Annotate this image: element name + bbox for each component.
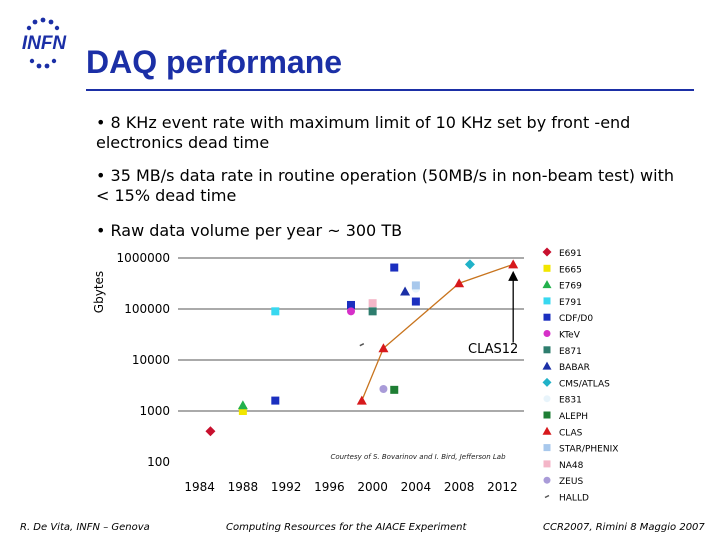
- data-point-zeus: [379, 385, 388, 394]
- data-point-babar: [400, 286, 411, 296]
- legend-entry: NA48: [559, 461, 584, 471]
- data-point-aleph: [390, 385, 399, 394]
- footer-author: R. De Vita, INFN – Genova: [20, 522, 150, 533]
- legend-entry: E791: [559, 298, 582, 308]
- legend-entry: STAR/PHENIX: [559, 445, 618, 455]
- legend-marker: [543, 460, 551, 468]
- legend-entry: ALEPH: [559, 412, 588, 422]
- data-point-e791: [271, 307, 280, 316]
- y-axis-label: Gbytes: [92, 271, 106, 313]
- data-point-ktev: [347, 307, 355, 316]
- x-tick-label: 2008: [444, 480, 475, 494]
- x-tick-label: 1984: [184, 480, 215, 494]
- data-point-clas: [454, 278, 465, 288]
- y-tick-label: 1000: [139, 404, 170, 418]
- data-point-clas: [508, 259, 519, 269]
- infn-logo-text: INFN: [22, 33, 68, 54]
- y-tick-label: 1000000: [117, 251, 170, 265]
- page-title: DAQ performane: [86, 44, 343, 80]
- data-point-e691: [205, 426, 216, 437]
- legend-entry: E871: [559, 347, 582, 357]
- data-point-cdf-d0: [390, 263, 399, 272]
- legend-entry: CDF/D0: [559, 314, 593, 324]
- legend-marker: [542, 361, 552, 370]
- legend-marker: [543, 330, 551, 337]
- data-point-e871: [368, 307, 377, 316]
- legend-marker: [542, 426, 552, 435]
- data-point-halld: [359, 342, 365, 347]
- data-point-clas: [356, 395, 367, 405]
- title-divider: [86, 89, 694, 91]
- legend-entry: BABAR: [559, 363, 590, 373]
- legend-marker: [543, 395, 551, 403]
- legend-entry: HALLD: [559, 494, 589, 504]
- legend-marker: [543, 476, 551, 484]
- clas-trend-line: [361, 263, 514, 401]
- legend-entry: E665: [559, 265, 582, 275]
- x-tick-label: 2012: [487, 480, 518, 494]
- y-tick-label: 100000: [124, 302, 170, 316]
- footer-conference: CCR2007, Rimini 8 Maggio 2007: [543, 522, 705, 533]
- chart-credit: Courtesy of S. Bovarinov and I. Bird, Je…: [330, 453, 506, 461]
- data-point-cdf-d0: [271, 396, 280, 405]
- legend-entry: ZEUS: [559, 477, 583, 487]
- legend-marker: [543, 264, 551, 272]
- data-point-e769: [237, 400, 248, 410]
- legend-entry: E769: [559, 282, 582, 292]
- legend-entry: E831: [559, 396, 582, 406]
- legend-marker: [543, 411, 551, 419]
- infn-logo: INFN: [22, 17, 68, 69]
- data-point-clas: [378, 343, 389, 353]
- legend-marker: [542, 247, 552, 257]
- data-point-na48: [368, 299, 377, 308]
- legend-entry: CLAS: [559, 428, 583, 438]
- legend-marker: [543, 346, 551, 354]
- bullet-event-rate: • 8 KHz event rate with maximum limit of…: [96, 113, 631, 152]
- footer-presentation: Computing Resources for the AIACE Experi…: [226, 522, 467, 533]
- data-point-cms-atlas: [464, 259, 475, 270]
- x-tick-label: 1988: [228, 480, 259, 494]
- legend-marker: [543, 313, 551, 321]
- data-point-e665: [238, 407, 247, 415]
- y-tick-label: 10000: [132, 353, 170, 367]
- legend-marker: [542, 377, 552, 387]
- clas12-annotation: CLAS12: [468, 342, 518, 357]
- bullet-data-rate: • 35 MB/s data rate in routine operation…: [96, 166, 674, 205]
- data-point-cdf-d0: [347, 300, 355, 309]
- x-tick-label: 2004: [401, 480, 432, 494]
- x-tick-label: 1996: [314, 480, 345, 494]
- legend-entry: CMS/ATLAS: [559, 379, 610, 389]
- data-point-cdf-d0: [411, 297, 420, 306]
- legend-marker: [542, 280, 552, 289]
- legend-entry: KTeV: [559, 331, 581, 341]
- x-tick-label: 1992: [271, 480, 302, 494]
- y-tick-label: 100: [147, 455, 170, 469]
- bullet-raw-volume: • Raw data volume per year ~ 300 TB: [96, 221, 403, 240]
- legend-marker: [543, 444, 551, 452]
- legend-marker: [544, 494, 550, 499]
- clas12-arrowhead: [508, 270, 519, 281]
- x-tick-label: 2000: [357, 480, 388, 494]
- legend-entry: E691: [559, 249, 582, 259]
- legend-marker: [543, 297, 551, 305]
- data-point-star-phenix: [411, 281, 420, 290]
